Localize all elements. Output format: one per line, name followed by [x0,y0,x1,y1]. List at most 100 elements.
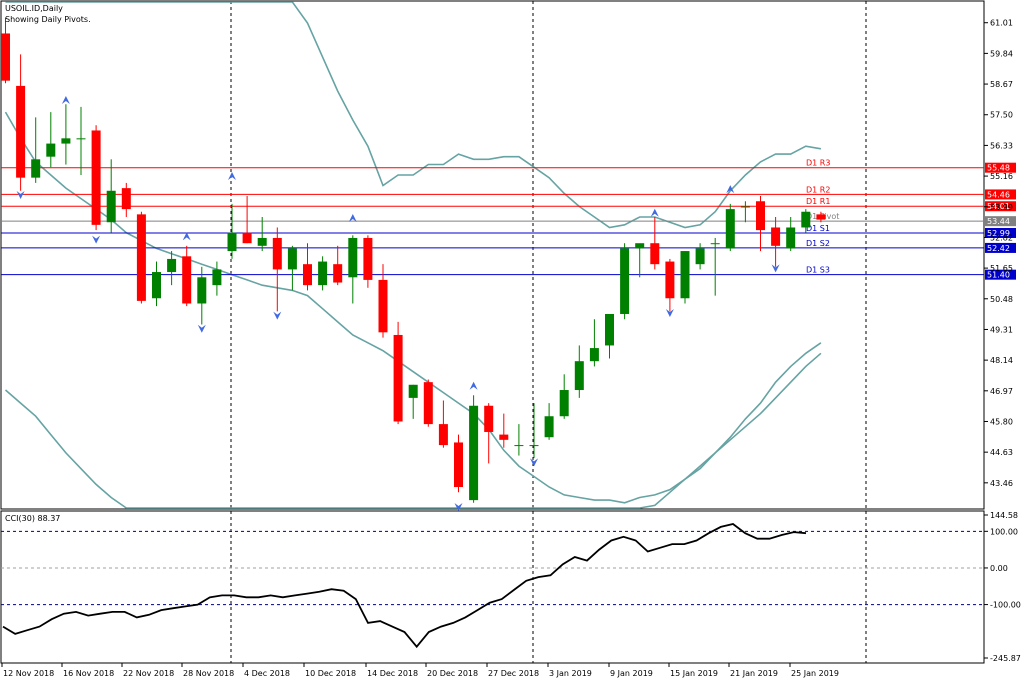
time-tick-label: 27 Dec 2018 [488,669,539,678]
candle-body [484,405,494,432]
time-tick-label: 25 Jan 2019 [791,669,839,678]
price-tick-label: 56.33 [990,141,1013,150]
time-tick-label: 12 Nov 2018 [3,669,54,678]
symbol-label: USOIL.ID,Daily [5,4,63,13]
candle-body [333,264,343,283]
fractal-down-marker [665,308,674,317]
candle-body [257,237,267,246]
pivot-name-label: D1 R2 [806,185,830,194]
candle-body [786,227,796,249]
candle-body [227,232,237,252]
pivot-price-label: 52.99 [987,229,1010,238]
time-tick-label: 15 Jan 2019 [670,669,718,678]
candle-body [378,279,388,333]
candle-body [756,201,765,231]
candle-body [514,445,524,447]
candle-body [574,361,584,391]
candle-body [348,237,358,278]
fractal-down-marker [771,264,780,273]
candle-body [167,258,177,273]
pivot-name-label: D1 R1 [806,197,830,206]
fractal-up-marker [61,96,70,105]
price-tick-label: 61.01 [990,19,1013,28]
cci-tick-label: 0.00 [990,564,1008,573]
cci-tick-label: 100.00 [990,527,1018,536]
candle-body [1,33,10,81]
pivot-price-label: 52.42 [987,244,1010,253]
candle-body [393,334,403,422]
candle-body [212,269,222,286]
candle-body [680,251,690,299]
cci-line [2,523,807,649]
fractal-down-marker [454,503,463,511]
candle-body [454,442,463,488]
candlesticks [1,17,826,503]
fractal-up-marker [228,172,236,181]
candle-body [695,248,705,265]
candle-body [605,313,614,346]
cci-indicator: 144.58 100.00 0.00 -100.00 -245.87 [1,511,1021,663]
price-tick-label: 44.63 [990,448,1013,457]
price-tick-label: 46.97 [990,387,1013,396]
time-tick-label: 21 Jan 2019 [730,669,778,678]
time-tick-label: 3 Jan 2019 [549,669,592,678]
price-tick-label: 53.99 [990,203,1013,212]
pivot-price-tag [985,216,1016,227]
fractal-down-marker [92,235,101,244]
pivot-price-tag [985,227,1016,238]
price-tick-label: 55.16 [990,172,1013,181]
price-tick-label: 58.67 [990,80,1013,89]
price-tick-label: 59.84 [990,49,1013,58]
candle-body [589,348,599,362]
candle-body [121,188,131,210]
candle-body [76,138,86,140]
pivot-price-tag [985,269,1016,280]
candle-body [136,214,146,301]
candle-body [816,214,826,220]
fractal-up-marker [650,208,659,217]
price-tick-label: 49.31 [990,325,1013,334]
time-tick-label: 16 Nov 2018 [63,669,114,678]
fractal-up-marker [348,213,357,222]
candle-body [710,243,720,245]
pivot-name-label: D1 S3 [806,266,830,275]
cci-plot-frame [0,510,985,664]
candle-body [635,243,645,249]
time-tick-label: 20 Dec 2018 [427,669,478,678]
pivot-name-label: D1 R3 [806,159,830,168]
fractal-up-marker [469,381,478,390]
pivot-price-label: 53.44 [987,217,1010,226]
time-axis: 12 Nov 2018 16 Nov 2018 22 Nov 2018 28 Nov … [1,663,839,678]
candle-body [801,211,811,228]
candle-body [182,256,192,304]
pivot-price-tag [985,162,1016,173]
candle-body [152,272,161,299]
pivot-name-label: D1 S1 [806,224,830,233]
time-tick-label: 22 Nov 2018 [123,669,174,678]
candle-body [740,206,750,208]
candle-body [650,243,660,265]
candle-body [529,445,539,447]
candle-body [620,248,630,314]
time-tick-label: 9 Jan 2019 [610,669,653,678]
pivot-price-label: 54.46 [987,190,1010,199]
price-tick-label: 50.48 [990,295,1013,304]
candle-body [423,382,433,425]
candle-body [438,424,448,446]
bollinger-lower-band [4,352,822,509]
candle-body [31,159,41,178]
cci-tick-label: 144.58 [990,511,1018,520]
pivot-price-label: 51.40 [987,271,1010,280]
fractal-markers [16,96,780,511]
bollinger-upper-band [5,1,822,229]
candle-body [16,85,26,178]
candle-body [499,434,509,440]
cci-tick-label: -100.00 [990,601,1021,610]
time-tick-label: 28 Nov 2018 [183,669,234,678]
candle-body [242,232,252,244]
candle-body [725,209,735,249]
candle-body [318,261,328,286]
candle-body [91,130,101,225]
fractal-down-marker [16,191,25,200]
pivot-price-tag [985,189,1016,200]
